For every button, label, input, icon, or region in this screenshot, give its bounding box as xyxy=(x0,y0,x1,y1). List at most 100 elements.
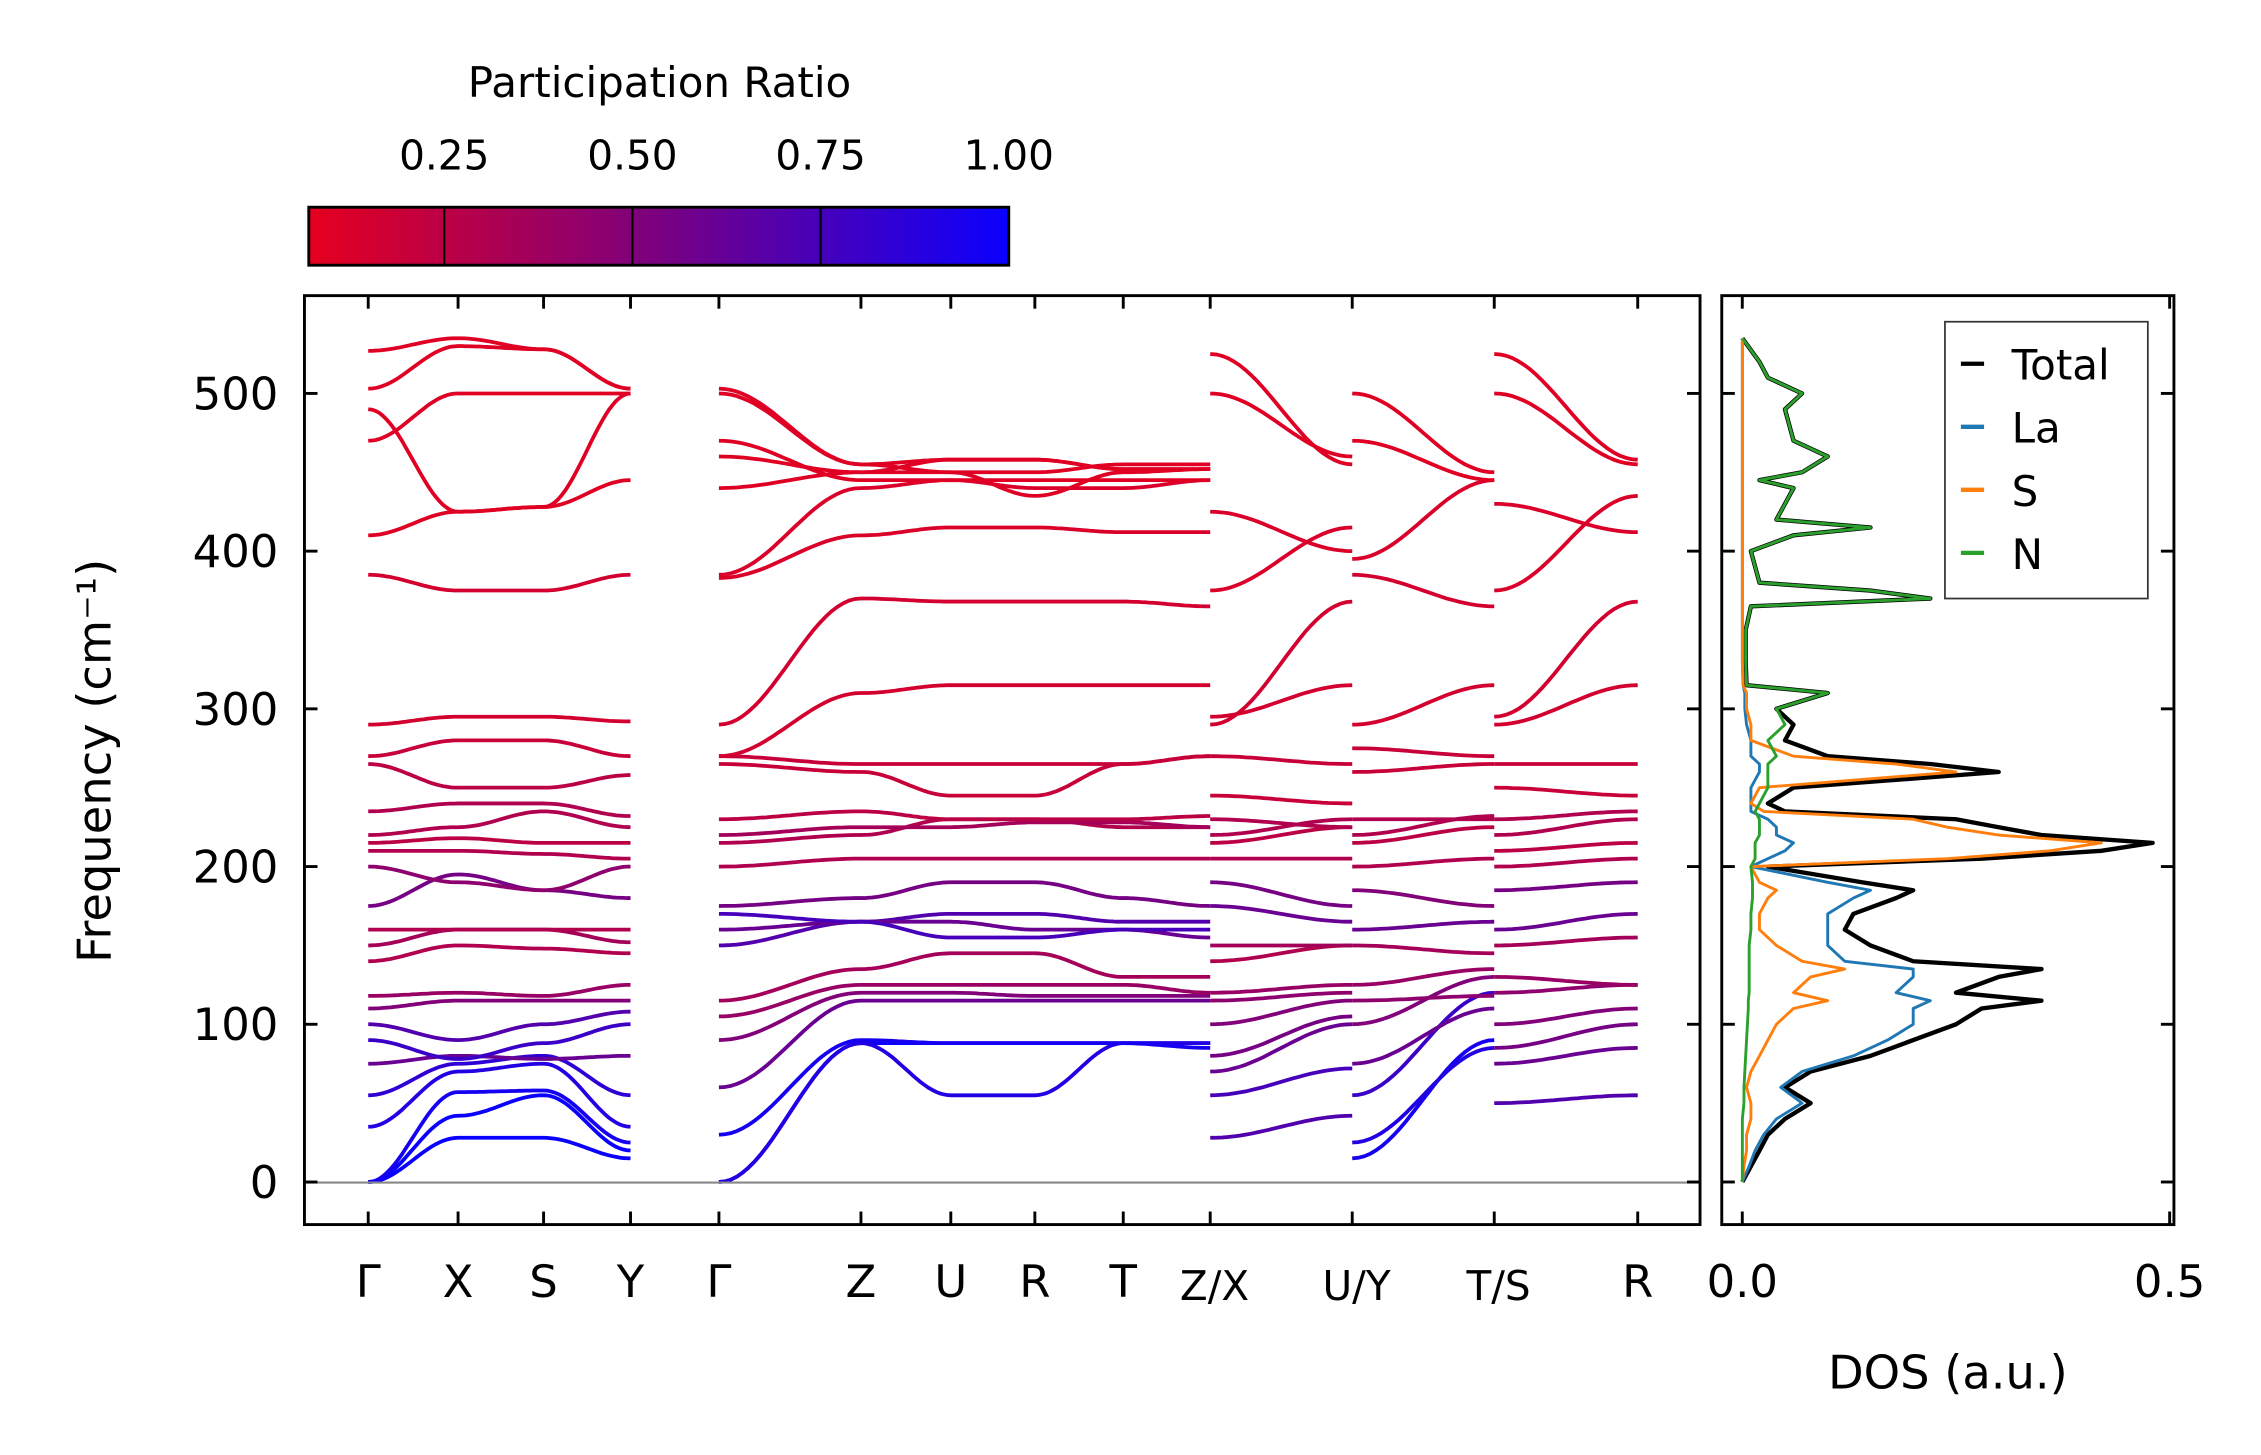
phonon-band xyxy=(1210,509,1353,554)
phonon-band xyxy=(368,872,631,908)
phonon-band xyxy=(1210,998,1353,1027)
phonon-band xyxy=(368,1088,631,1184)
phonon-band xyxy=(1352,478,1495,561)
phonon-band xyxy=(1210,1113,1353,1140)
phonon-band xyxy=(1494,935,1638,948)
phonon-band xyxy=(368,864,631,893)
phonon-band xyxy=(718,809,1211,822)
phonon-band xyxy=(368,848,631,861)
colorbar-title: Participation Ratio xyxy=(468,58,852,107)
dos-x-tick-label: 0.0 xyxy=(1707,1255,1778,1308)
phonon-band xyxy=(368,391,631,443)
colorbar-tick-label: 1.00 xyxy=(964,132,1054,180)
phonon-band xyxy=(1352,967,1495,987)
y-tick-label: 200 xyxy=(193,841,279,894)
phonon-band xyxy=(1494,1022,1638,1050)
y-tick-label: 500 xyxy=(193,367,279,420)
phonon-band xyxy=(1210,943,1353,964)
phonon-band xyxy=(718,754,1211,766)
phonon-band xyxy=(1210,880,1353,908)
phonon-band xyxy=(368,927,631,948)
legend-label-s: S xyxy=(2012,467,2039,516)
phonon-band xyxy=(1494,1006,1638,1027)
phonon-band xyxy=(1352,762,1495,774)
kpoint-label: T xyxy=(1109,1255,1138,1308)
dos-curve-n xyxy=(1740,337,1932,1182)
y-tick-label: 400 xyxy=(193,525,279,578)
phonon-band xyxy=(718,911,1211,940)
phonon-band xyxy=(368,1054,631,1098)
kpoint-label: R xyxy=(1019,1255,1050,1308)
phonon-band xyxy=(1494,391,1638,467)
phonon-band xyxy=(1352,746,1495,759)
phonon-band xyxy=(1494,502,1638,535)
phonon-band xyxy=(368,1054,631,1066)
phonon-band xyxy=(368,344,631,391)
phonon-band xyxy=(718,998,1211,1090)
phonon-band xyxy=(1210,817,1353,830)
phonon-band xyxy=(368,836,631,845)
phonon-band xyxy=(1210,754,1353,766)
phonon-band xyxy=(368,809,631,837)
phonon-band xyxy=(718,683,1211,759)
phonon-band xyxy=(368,1093,631,1184)
kpoint-label: Γ xyxy=(706,1255,731,1308)
phonon-band xyxy=(1494,599,1638,719)
phonon-band xyxy=(1494,817,1638,837)
phonon-band xyxy=(1210,391,1353,459)
phonon-band xyxy=(1352,1038,1495,1161)
phonon-band xyxy=(1494,494,1638,593)
legend-label-la: La xyxy=(2012,404,2061,453)
phonon-band xyxy=(718,880,1211,908)
phonon-band xyxy=(718,525,1211,580)
y-axis-label: Frequency (cm⁻¹) xyxy=(67,559,121,963)
phonon-band xyxy=(1352,825,1495,845)
phonon-band xyxy=(1494,880,1638,893)
phonon-band xyxy=(718,856,1211,869)
dos-panel: 0.0 0.5 DOS (a.u.) Total La SN xyxy=(1707,294,2205,1399)
phonon-band xyxy=(368,572,631,593)
y-tick-label: 0 xyxy=(250,1156,279,1209)
kpoint-label-u-y: U/Y xyxy=(1323,1262,1391,1310)
y-tick-label: 100 xyxy=(193,998,279,1051)
phonon-band xyxy=(718,596,1211,727)
phonon-band xyxy=(1352,994,1495,1003)
phonon-band xyxy=(1494,975,1638,987)
phonon-band xyxy=(1352,975,1495,1027)
phonon-band xyxy=(1210,904,1353,924)
legend: Total La SN xyxy=(1944,320,2149,600)
x-axis-label-dos: DOS (a.u.) xyxy=(1828,1345,2068,1399)
colorbar-tick-label: 0.75 xyxy=(775,132,865,180)
legend-label-total: Total xyxy=(2011,341,2110,390)
phonon-band xyxy=(1210,793,1353,806)
phonon-band xyxy=(368,714,631,727)
phonon-band xyxy=(368,391,631,514)
phonon-band xyxy=(1210,352,1353,467)
kpoint-label: S xyxy=(529,1255,558,1308)
kpoint-label: Z xyxy=(846,1255,877,1308)
phonon-band xyxy=(1210,1014,1353,1058)
phonon-band xyxy=(718,391,1211,471)
colorbar-tick-label: 0.25 xyxy=(399,132,489,180)
colorbar-gradient xyxy=(307,205,1011,267)
phonon-band xyxy=(1494,856,1638,869)
kpoint-label: X xyxy=(443,1255,474,1308)
phonon-band xyxy=(1494,1046,1638,1066)
phonon-band xyxy=(1352,888,1495,908)
phonon-band xyxy=(1352,856,1495,869)
kpoint-label-t-s: T/S xyxy=(1465,1262,1530,1310)
phonon-band xyxy=(1494,683,1638,727)
phonon-band xyxy=(1210,982,1353,995)
phonon-band xyxy=(368,982,631,998)
phonon-band xyxy=(718,1038,1211,1137)
phonon-band xyxy=(368,801,631,818)
phonon-band xyxy=(1210,1066,1353,1098)
phonon-band xyxy=(1352,1046,1495,1145)
phonon-band xyxy=(1352,1006,1495,1066)
dos-axes-frame xyxy=(1720,294,2176,1227)
phonon-band xyxy=(368,738,631,759)
phonon-band xyxy=(1210,990,1353,1003)
phonon-band xyxy=(1494,352,1638,462)
